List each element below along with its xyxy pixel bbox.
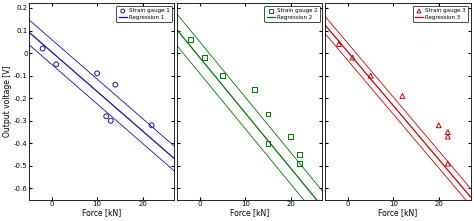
Regression 3 <box>468 196 474 198</box>
Legend: Strain gauge 3, Regression 3: Strain gauge 3, Regression 3 <box>412 6 468 22</box>
Legend: Strain gauge 1, Regression 1: Strain gauge 1, Regression 1 <box>116 6 172 22</box>
Strain gauge 1 <box>93 72 101 75</box>
Regression 1 <box>158 145 164 148</box>
Y-axis label: Output voltage [V]: Output voltage [V] <box>3 66 12 137</box>
Strain gauge 3 <box>444 130 452 134</box>
Regression 1 <box>149 137 155 140</box>
Regression 2 <box>261 134 266 137</box>
Regression 1 <box>27 31 32 34</box>
Strain gauge 2 <box>201 56 208 59</box>
Strain gauge 1 <box>111 83 119 86</box>
Legend: Strain gauge 2, Regression 2: Strain gauge 2, Regression 2 <box>264 6 319 22</box>
Regression 2 <box>260 133 266 136</box>
Strain gauge 3 <box>444 162 452 166</box>
Strain gauge 3 <box>399 94 406 98</box>
Regression 2 <box>297 178 302 180</box>
Strain gauge 3 <box>435 124 443 127</box>
X-axis label: Force [kN]: Force [kN] <box>230 209 269 217</box>
Regression 3 <box>322 24 328 27</box>
Strain gauge 2 <box>187 38 194 41</box>
Regression 3 <box>409 126 414 128</box>
Regression 3 <box>454 179 460 182</box>
X-axis label: Force [kN]: Force [kN] <box>82 209 121 217</box>
Strain gauge 2 <box>264 112 272 116</box>
X-axis label: Force [kN]: Force [kN] <box>378 209 418 217</box>
Regression 1 <box>112 106 118 108</box>
Regression 1 <box>113 106 118 109</box>
Strain gauge 3 <box>335 42 343 46</box>
Regression 3 <box>409 126 415 129</box>
Regression 1 <box>115 108 121 111</box>
Strain gauge 1 <box>102 114 110 118</box>
Strain gauge 1 <box>107 119 115 123</box>
Strain gauge 2 <box>287 135 294 138</box>
Regression 2 <box>174 29 180 31</box>
Regression 3 <box>445 169 450 171</box>
Line: Regression 3: Regression 3 <box>325 25 471 197</box>
Regression 2 <box>306 189 312 192</box>
Strain gauge 2 <box>264 142 272 145</box>
Strain gauge 3 <box>367 74 374 77</box>
Regression 2 <box>175 29 181 32</box>
Line: Regression 2: Regression 2 <box>177 30 322 207</box>
Regression 1 <box>172 157 177 160</box>
Line: Regression 1: Regression 1 <box>29 32 174 159</box>
Strain gauge 1 <box>148 124 155 127</box>
Regression 3 <box>323 24 328 27</box>
Strain gauge 2 <box>296 153 303 156</box>
Strain gauge 1 <box>39 47 46 50</box>
Strain gauge 3 <box>349 56 356 59</box>
Regression 2 <box>319 206 325 208</box>
Regression 1 <box>26 31 32 34</box>
Strain gauge 2 <box>219 74 226 77</box>
Strain gauge 3 <box>444 135 452 138</box>
Regression 3 <box>411 129 417 132</box>
Regression 2 <box>263 137 269 140</box>
Strain gauge 1 <box>53 63 60 66</box>
Strain gauge 2 <box>296 162 303 166</box>
Strain gauge 2 <box>251 88 258 91</box>
